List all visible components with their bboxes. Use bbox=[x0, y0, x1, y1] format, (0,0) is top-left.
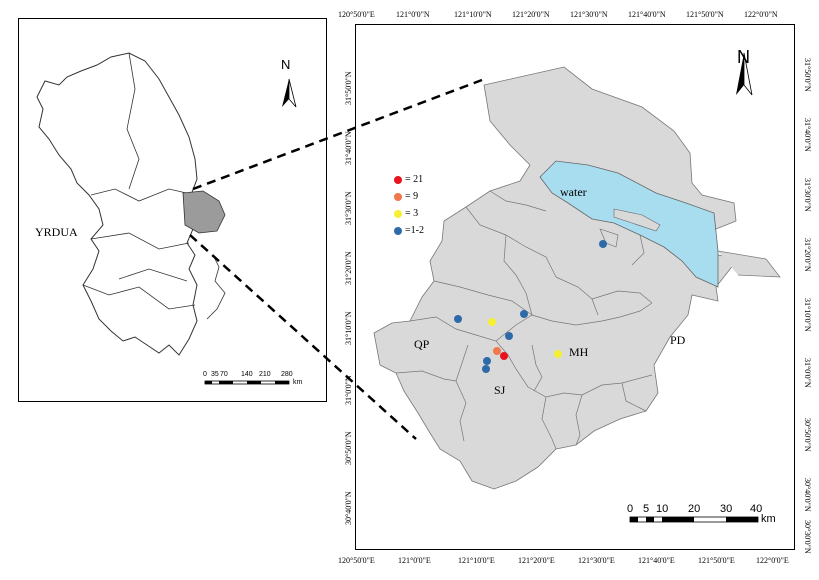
top-lon-label-4: 121°30'0"N bbox=[570, 10, 608, 19]
legend-swatch-orange bbox=[394, 192, 402, 201]
top-lon-label-1: 121°0'0"N bbox=[396, 10, 430, 19]
shanghai-land bbox=[373, 66, 739, 490]
water-body bbox=[539, 160, 719, 288]
scale-tick-10-right: 10 bbox=[656, 503, 669, 515]
bottom-lon-label-1: 121°0'0"E bbox=[398, 556, 431, 565]
scale-tick-30-right: 30 bbox=[720, 503, 733, 515]
district-pd: PD bbox=[670, 333, 686, 347]
top-lon-label-6: 121°50'0"N bbox=[686, 10, 724, 19]
district-qp: QP bbox=[414, 337, 430, 351]
point-blue-6 bbox=[599, 240, 607, 248]
bottom-lon-label-5: 121°40'0"E bbox=[638, 556, 675, 565]
point-blue-4 bbox=[483, 357, 491, 365]
legend-item-9: = 9 bbox=[394, 191, 418, 202]
point-blue-1 bbox=[454, 315, 462, 323]
point-orange-1 bbox=[493, 347, 501, 355]
detail-map bbox=[373, 52, 781, 523]
scale-tick-5-right: 5 bbox=[643, 503, 650, 515]
scale-tick-0: 0 bbox=[203, 371, 207, 378]
top-lon-label-0: 120°50'0"E bbox=[338, 10, 375, 19]
scale-tick-20-right: 20 bbox=[688, 503, 701, 515]
top-lon-label-2: 121°10'0"N bbox=[454, 10, 492, 19]
point-blue-5 bbox=[482, 365, 490, 373]
legend-item-3: = 3 bbox=[394, 208, 418, 219]
legend-swatch-blue bbox=[394, 226, 402, 235]
point-yellow-1 bbox=[488, 318, 496, 326]
legend-swatch-red bbox=[394, 175, 402, 184]
bottom-lon-label-0: 120°50'0"E bbox=[338, 556, 375, 565]
bottom-lon-label-7: 122°0'0"E bbox=[756, 556, 789, 565]
scale-tick-140: 140 bbox=[241, 371, 253, 378]
scale-tick-70: 70 bbox=[220, 371, 228, 378]
water-label: water bbox=[560, 185, 587, 199]
shanghai-highlight bbox=[182, 190, 226, 234]
overview-map-panel: YRDUA N 0 35 70 140 210 280 km bbox=[18, 18, 327, 402]
scale-unit: km bbox=[293, 379, 303, 386]
scale-unit-right: km bbox=[761, 513, 776, 525]
scale-tick-40-right: 40 bbox=[750, 503, 763, 515]
bottom-lon-label-3: 121°20'0"E bbox=[518, 556, 555, 565]
point-red-1 bbox=[500, 352, 508, 360]
district-mh: MH bbox=[569, 345, 589, 359]
point-yellow-2 bbox=[554, 350, 562, 358]
region-label: YRDUA bbox=[35, 225, 78, 239]
top-lon-label-5: 121°40'0"N bbox=[628, 10, 666, 19]
north-label-right: N bbox=[737, 47, 750, 67]
bottom-lon-label-2: 121°10'0"E bbox=[458, 556, 495, 565]
bottom-lon-label-6: 121°50'0"E bbox=[698, 556, 735, 565]
legend-swatch-yellow bbox=[394, 209, 402, 218]
scale-tick-210: 210 bbox=[259, 371, 271, 378]
top-lon-label-3: 121°20'0"N bbox=[512, 10, 550, 19]
top-lon-label-7: 122°0'0"N bbox=[744, 10, 778, 19]
scale-tick-280: 280 bbox=[281, 371, 293, 378]
detail-map-panel: N water QP SJ MH PD = 21 = 9 = 3 =1-2 0 … bbox=[355, 24, 795, 550]
scale-tick-0-right: 0 bbox=[627, 503, 634, 515]
legend-item-21: = 21 bbox=[394, 174, 423, 185]
district-sj: SJ bbox=[494, 383, 506, 397]
bottom-lon-label-4: 121°30'0"E bbox=[578, 556, 615, 565]
north-label: N bbox=[281, 57, 291, 72]
overview-map-outline bbox=[36, 52, 297, 385]
point-blue-3 bbox=[505, 332, 513, 340]
scale-tick-35: 35 bbox=[211, 371, 219, 378]
legend-item-1-2: =1-2 bbox=[394, 225, 424, 236]
point-blue-2 bbox=[520, 310, 528, 318]
